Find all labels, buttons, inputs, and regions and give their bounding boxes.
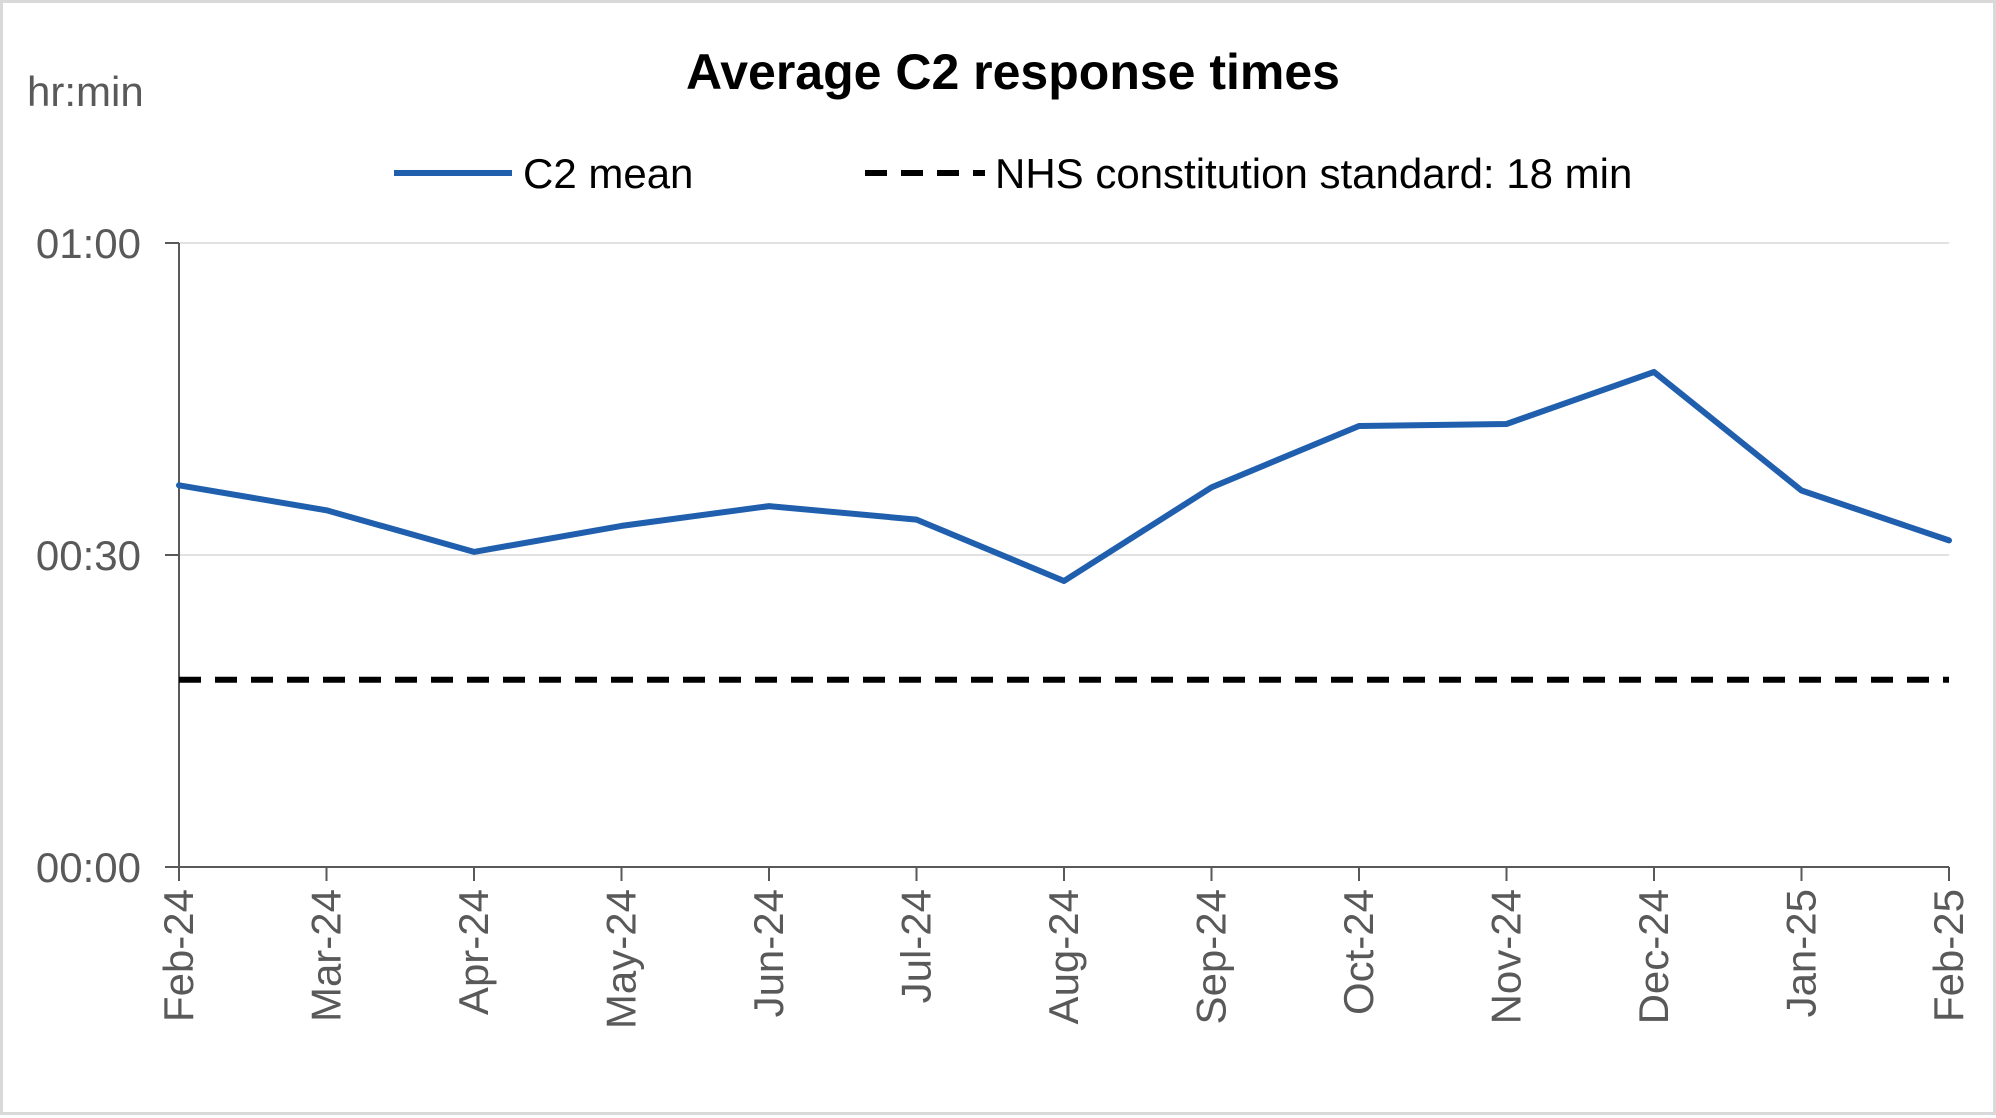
x-tick-label: Aug-24 bbox=[1040, 889, 1087, 1024]
gridlines bbox=[179, 242, 1949, 556]
chart-title: Average C2 response times bbox=[686, 44, 1340, 100]
x-tick-label: Dec-24 bbox=[1630, 889, 1677, 1024]
data-point-0-12 bbox=[1946, 537, 1952, 543]
x-tick-label: Apr-24 bbox=[450, 889, 497, 1015]
x-tick-label: Feb-24 bbox=[155, 889, 202, 1022]
y-axis-unit-label: hr:min bbox=[27, 68, 144, 115]
data-point-0-10 bbox=[1651, 369, 1657, 375]
data-point-0-9 bbox=[1504, 421, 1510, 427]
data-point-1-9 bbox=[1504, 677, 1510, 683]
data-point-0-6 bbox=[1061, 578, 1067, 584]
data-point-0-0 bbox=[176, 482, 182, 488]
data-point-0-4 bbox=[766, 503, 772, 509]
x-tick-label: Jun-24 bbox=[745, 889, 792, 1017]
data-point-1-3 bbox=[619, 677, 625, 683]
data-point-0-8 bbox=[1356, 423, 1362, 429]
legend: C2 mean NHS constitution standard: 18 mi… bbox=[394, 150, 1632, 197]
data-point-0-1 bbox=[324, 507, 330, 513]
data-point-1-5 bbox=[914, 677, 920, 683]
data-point-0-7 bbox=[1209, 484, 1215, 490]
legend-label-c2-mean: C2 mean bbox=[523, 150, 693, 197]
x-tick-label: Feb-25 bbox=[1925, 889, 1972, 1022]
x-tick-label: Oct-24 bbox=[1335, 889, 1382, 1015]
y-tick-label: 01:00 bbox=[36, 220, 141, 267]
y-tick-label: 00:30 bbox=[36, 532, 141, 579]
x-tick-label: Jul-24 bbox=[893, 889, 940, 1003]
x-axis-ticks: Feb-24 Mar-24 Apr-24 May-24 Jun-24 Jul-24 Aug-… bbox=[155, 867, 1972, 1029]
data-point-0-11 bbox=[1799, 488, 1805, 494]
series-line-0 bbox=[176, 369, 1952, 584]
data-point-1-7 bbox=[1209, 677, 1215, 683]
data-point-1-10 bbox=[1651, 677, 1657, 683]
data-point-1-1 bbox=[324, 677, 330, 683]
x-tick-label: May-24 bbox=[598, 889, 645, 1029]
line-chart: Average C2 response times hr:min C2 mean… bbox=[27, 44, 1972, 1029]
data-point-1-2 bbox=[471, 677, 477, 683]
y-tick-label: 00:00 bbox=[36, 844, 141, 891]
data-point-1-12 bbox=[1946, 677, 1952, 683]
x-tick-label: Nov-24 bbox=[1483, 889, 1530, 1024]
data-point-1-11 bbox=[1799, 677, 1805, 683]
x-tick-label: Mar-24 bbox=[303, 889, 350, 1022]
data-point-0-2 bbox=[471, 549, 477, 555]
y-axis-ticks: 00:00 00:30 01:00 bbox=[36, 220, 179, 891]
data-point-0-5 bbox=[914, 517, 920, 523]
x-tick-label: Jan-25 bbox=[1778, 889, 1825, 1017]
x-tick-label: Sep-24 bbox=[1188, 889, 1235, 1024]
data-point-1-0 bbox=[176, 677, 182, 683]
legend-label-nhs-standard: NHS constitution standard: 18 min bbox=[995, 150, 1632, 197]
series bbox=[176, 369, 1952, 683]
data-point-0-3 bbox=[619, 523, 625, 529]
data-point-1-6 bbox=[1061, 677, 1067, 683]
data-point-1-8 bbox=[1356, 677, 1362, 683]
data-point-1-4 bbox=[766, 677, 772, 683]
